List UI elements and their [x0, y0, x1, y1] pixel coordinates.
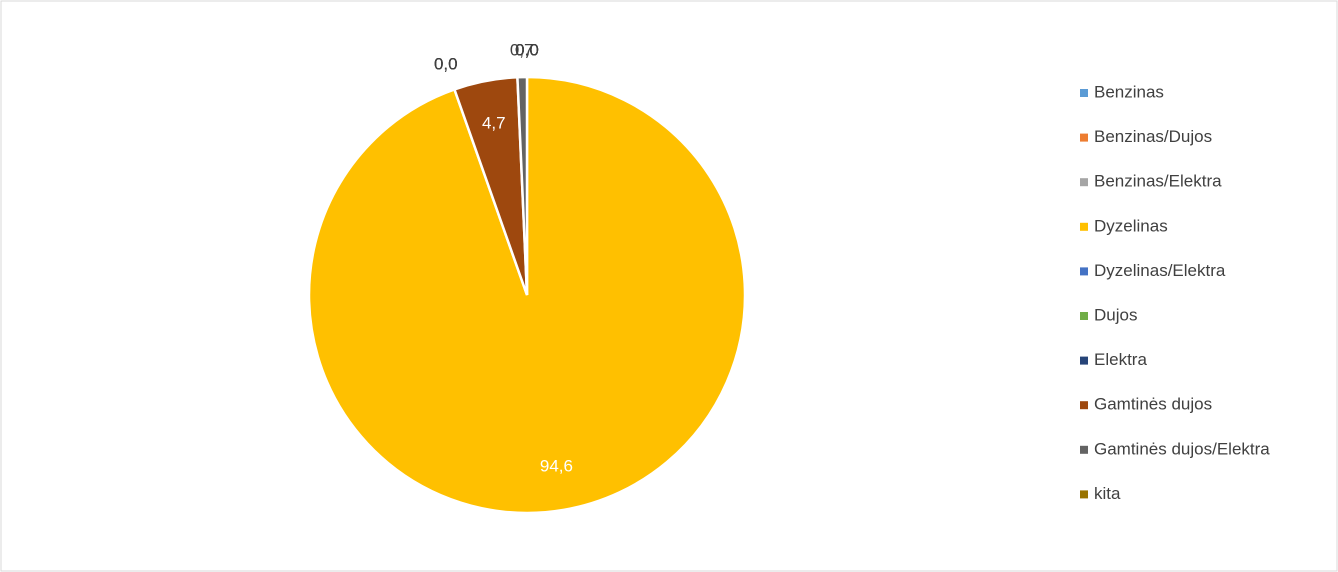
- legend-swatch: [1080, 178, 1088, 187]
- legend-label: Dujos: [1094, 305, 1137, 324]
- data-label: 0,0: [515, 40, 539, 59]
- data-label: 94,6: [540, 456, 573, 475]
- legend-swatch: [1080, 445, 1088, 454]
- pie-slice: [516, 75, 529, 296]
- data-label: 0,0: [515, 40, 539, 59]
- legend-swatch: [1080, 401, 1088, 410]
- legend-swatch: [1080, 133, 1088, 142]
- data-label: 0,0: [434, 54, 458, 73]
- data-label: 4,7: [482, 113, 506, 132]
- legend-label: Dyzelinas/Elektra: [1094, 261, 1226, 280]
- legend-label: Benzinas/Elektra: [1094, 172, 1222, 191]
- data-label: 0,0: [515, 40, 539, 59]
- legend-label: Benzinas: [1094, 82, 1164, 101]
- legend-swatch: [1080, 222, 1088, 231]
- legend-swatch: [1080, 490, 1088, 499]
- legend-label: kita: [1094, 484, 1121, 503]
- legend-label: Gamtinės dujos: [1094, 395, 1212, 414]
- data-label: 0,7: [510, 41, 534, 60]
- data-label: 0,0: [434, 54, 458, 73]
- data-label: 0,0: [434, 54, 458, 73]
- legend-swatch: [1080, 312, 1088, 320]
- legend-label: Dyzelinas: [1094, 216, 1168, 235]
- legend-swatch: [1080, 89, 1088, 97]
- legend-swatch: [1080, 267, 1088, 276]
- data-label: 0,0: [515, 40, 539, 59]
- legend-label: Gamtinės dujos/Elektra: [1094, 439, 1270, 458]
- legend-label: Benzinas/Dujos: [1094, 127, 1212, 146]
- legend-label: Elektra: [1094, 350, 1147, 369]
- legend-swatch: [1080, 356, 1088, 365]
